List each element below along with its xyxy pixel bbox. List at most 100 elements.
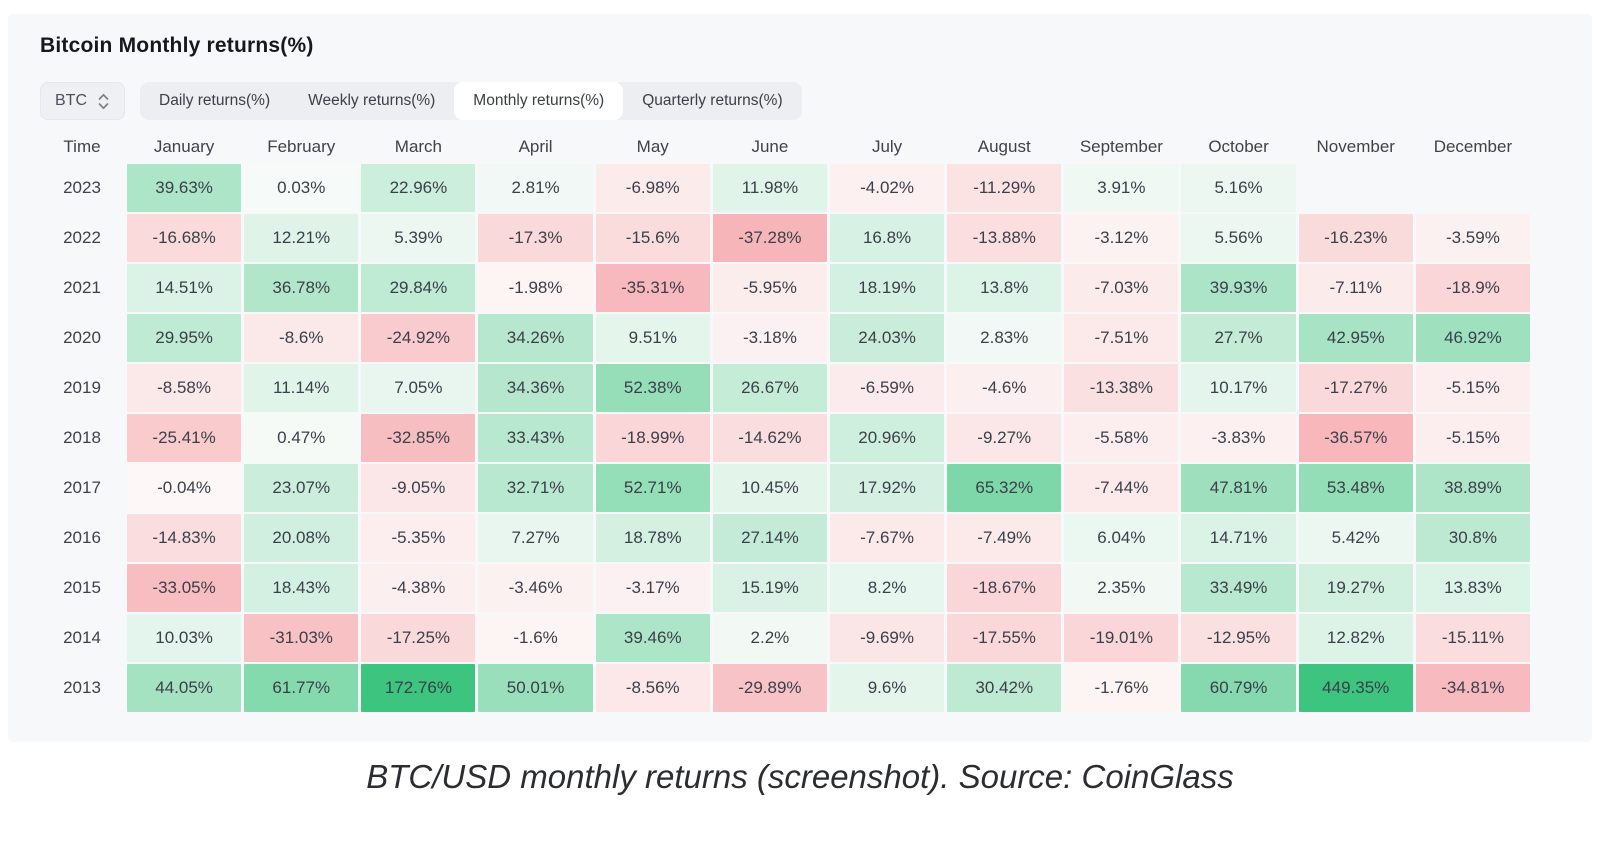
return-cell: 46.92% xyxy=(1415,314,1530,362)
return-cell: 7.27% xyxy=(478,514,593,562)
return-cell: 29.84% xyxy=(361,264,476,312)
return-cell: 5.16% xyxy=(1181,164,1296,212)
return-cell: 12.82% xyxy=(1298,614,1413,662)
return-cell: 30.8% xyxy=(1415,514,1530,562)
return-cell: 2.35% xyxy=(1064,564,1179,612)
return-cell: 11.98% xyxy=(712,164,827,212)
return-cell: -3.83% xyxy=(1181,414,1296,462)
return-cell: 27.14% xyxy=(712,514,827,562)
return-cell: -11.29% xyxy=(947,164,1062,212)
return-cell: 2.83% xyxy=(947,314,1062,362)
return-cell: 50.01% xyxy=(478,664,593,712)
return-cell: -33.05% xyxy=(127,564,242,612)
return-cell: 18.43% xyxy=(244,564,359,612)
page-title: Bitcoin Monthly returns(%) xyxy=(40,34,314,57)
return-cell: 39.93% xyxy=(1181,264,1296,312)
return-cell: -8.56% xyxy=(595,664,710,712)
return-cell: -5.15% xyxy=(1415,414,1530,462)
return-cell: -7.51% xyxy=(1064,314,1179,362)
return-cell: 36.78% xyxy=(244,264,359,312)
return-cell: -18.99% xyxy=(595,414,710,462)
return-cell: 13.83% xyxy=(1415,564,1530,612)
return-cell: 34.26% xyxy=(478,314,593,362)
return-cell: -17.3% xyxy=(478,214,593,262)
return-cell: -17.55% xyxy=(947,614,1062,662)
return-cell: 10.17% xyxy=(1181,364,1296,412)
row-year-2021: 2021 xyxy=(63,278,101,297)
return-cell: 18.78% xyxy=(595,514,710,562)
col-header-october: October xyxy=(1208,137,1269,156)
return-cell: 6.04% xyxy=(1064,514,1179,562)
return-cell: -5.35% xyxy=(361,514,476,562)
tab-quarterly-returns[interactable]: Quarterly returns(%) xyxy=(642,92,783,109)
row-year-2017: 2017 xyxy=(63,478,101,497)
return-cell: 16.8% xyxy=(829,214,945,262)
return-cell: 33.43% xyxy=(478,414,593,462)
return-cell: -3.46% xyxy=(478,564,593,612)
controls-row: BTC Daily returns(%) Weekly returns(%) Mon… xyxy=(40,82,1530,120)
return-cell: -8.6% xyxy=(244,314,359,362)
return-cell: -6.59% xyxy=(829,364,945,412)
return-cell: 27.7% xyxy=(1181,314,1296,362)
col-header-may: May xyxy=(636,137,669,156)
return-cell: 17.92% xyxy=(829,464,945,512)
return-cell: 13.8% xyxy=(947,264,1062,312)
col-header-april: April xyxy=(518,137,553,156)
return-cell: -3.18% xyxy=(712,314,827,362)
return-cell: 30.42% xyxy=(947,664,1062,712)
row-year-2016: 2016 xyxy=(63,528,101,547)
return-cell: 10.45% xyxy=(712,464,827,512)
row-year-2018: 2018 xyxy=(63,428,101,447)
return-cell: 33.49% xyxy=(1181,564,1296,612)
coin-selector[interactable]: BTC xyxy=(40,82,125,120)
return-cell: 47.81% xyxy=(1181,464,1296,512)
return-cell: -9.05% xyxy=(361,464,476,512)
return-cell: 9.51% xyxy=(595,314,710,362)
col-header-time: Time xyxy=(63,137,101,156)
return-cell: -36.57% xyxy=(1298,414,1413,462)
updown-chevron-icon xyxy=(98,93,109,109)
return-cell: 44.05% xyxy=(127,664,242,712)
return-cell: 52.71% xyxy=(595,464,710,512)
return-cell: -14.62% xyxy=(712,414,827,462)
return-cell: 5.42% xyxy=(1298,514,1413,562)
return-cell: 60.79% xyxy=(1181,664,1296,712)
return-cell: -9.69% xyxy=(829,614,945,662)
page: Bitcoin Monthly returns(%) BTC Daily ret… xyxy=(0,14,1600,796)
return-cell: 14.71% xyxy=(1181,514,1296,562)
row-year-2019: 2019 xyxy=(63,378,101,397)
return-cell: 449.35% xyxy=(1298,664,1413,712)
return-cell: 5.39% xyxy=(361,214,476,262)
col-header-june: June xyxy=(751,137,789,156)
col-header-november: November xyxy=(1316,137,1395,156)
return-cell: -7.49% xyxy=(947,514,1062,562)
return-cell: -13.88% xyxy=(947,214,1062,262)
return-cell xyxy=(1299,164,1413,212)
row-year-2023: 2023 xyxy=(63,178,101,197)
return-cell: 9.6% xyxy=(829,664,945,712)
return-cell: -3.17% xyxy=(595,564,710,612)
tab-daily-returns[interactable]: Daily returns(%) xyxy=(159,92,271,109)
return-cell: 53.48% xyxy=(1298,464,1413,512)
return-cell: 2.2% xyxy=(712,614,827,662)
return-cell: -1.6% xyxy=(478,614,593,662)
return-cell: 7.05% xyxy=(361,364,476,412)
return-cell: 2.81% xyxy=(478,164,593,212)
return-cell: 65.32% xyxy=(947,464,1062,512)
return-cell: 26.67% xyxy=(712,364,827,412)
return-cell: 0.03% xyxy=(244,164,359,212)
col-header-february: February xyxy=(267,137,336,156)
return-cell: -17.25% xyxy=(361,614,476,662)
col-header-july: July xyxy=(871,137,903,156)
return-cell: 19.27% xyxy=(1298,564,1413,612)
return-cell: 3.91% xyxy=(1064,164,1179,212)
return-cell: 15.19% xyxy=(712,564,827,612)
tab-weekly-returns[interactable]: Weekly returns(%) xyxy=(308,92,436,109)
col-header-september: September xyxy=(1079,137,1163,156)
return-cell: -1.76% xyxy=(1064,664,1179,712)
return-cell: -35.31% xyxy=(595,264,710,312)
return-cell: 22.96% xyxy=(361,164,476,212)
tabs-group: Daily returns(%) Weekly returns(%) Monthly… xyxy=(140,82,802,120)
return-cell: -0.04% xyxy=(127,464,242,512)
tab-monthly-returns[interactable]: Monthly returns(%) xyxy=(454,82,624,120)
